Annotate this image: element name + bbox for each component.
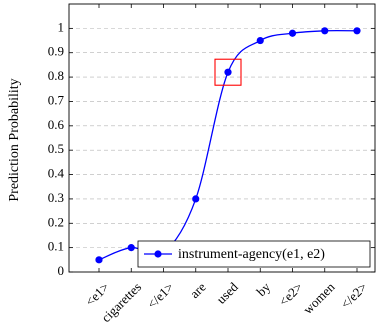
- y-tick-label: 0.7: [48, 92, 65, 107]
- series-layer: [95, 27, 361, 264]
- y-axis-ticks: 0 0.1 0.2 0.3 0.4 0.5 0.6 0.7 0.8 0.9 1: [48, 19, 375, 278]
- x-tick-label: women: [300, 279, 338, 317]
- data-point: [321, 27, 329, 35]
- y-tick-label: 0.1: [48, 239, 64, 254]
- y-tick-label: 0.9: [48, 44, 64, 59]
- y-tick-label: 0.8: [48, 68, 64, 83]
- grid-lines: [69, 28, 375, 248]
- x-tick-label: </e1>: [144, 279, 176, 311]
- data-point: [224, 68, 232, 76]
- data-point: [192, 195, 200, 203]
- y-tick-label: 0.2: [48, 214, 64, 229]
- legend-marker-swatch: [154, 250, 162, 258]
- x-tick-label: are: [187, 279, 209, 301]
- y-tick-label: 0.3: [48, 190, 64, 205]
- legend: instrument-agency(e1, e2): [137, 240, 371, 268]
- series-line: [98, 29, 358, 261]
- data-point: [256, 36, 264, 45]
- y-tick-label: 0.6: [48, 117, 65, 132]
- y-axis-title: Prediction Probability: [7, 78, 22, 201]
- data-point: [127, 244, 135, 252]
- x-axis-ticks: <e1>cigarettes </e1> are used by <e2>women </e…: [82, 4, 370, 325]
- y-tick-label: 0.5: [48, 141, 64, 156]
- highlight-box: [214, 58, 242, 86]
- y-tick-label: 0.4: [48, 166, 65, 181]
- data-point: [353, 27, 361, 35]
- y-tick-label: 0: [58, 263, 65, 278]
- x-tick-label: used: [213, 279, 241, 307]
- data-point: [95, 256, 103, 264]
- x-tick-label: by: [253, 279, 273, 299]
- data-point: [288, 29, 297, 37]
- highlight-layer: [214, 58, 242, 86]
- legend-box: [137, 240, 371, 268]
- plot-frame: [68, 3, 376, 273]
- axes: [68, 3, 376, 273]
- x-tick-label: </e2>: [338, 279, 370, 311]
- y-tick-label: 1: [58, 19, 65, 34]
- legend-label: instrument-agency(e1, e2): [178, 247, 325, 262]
